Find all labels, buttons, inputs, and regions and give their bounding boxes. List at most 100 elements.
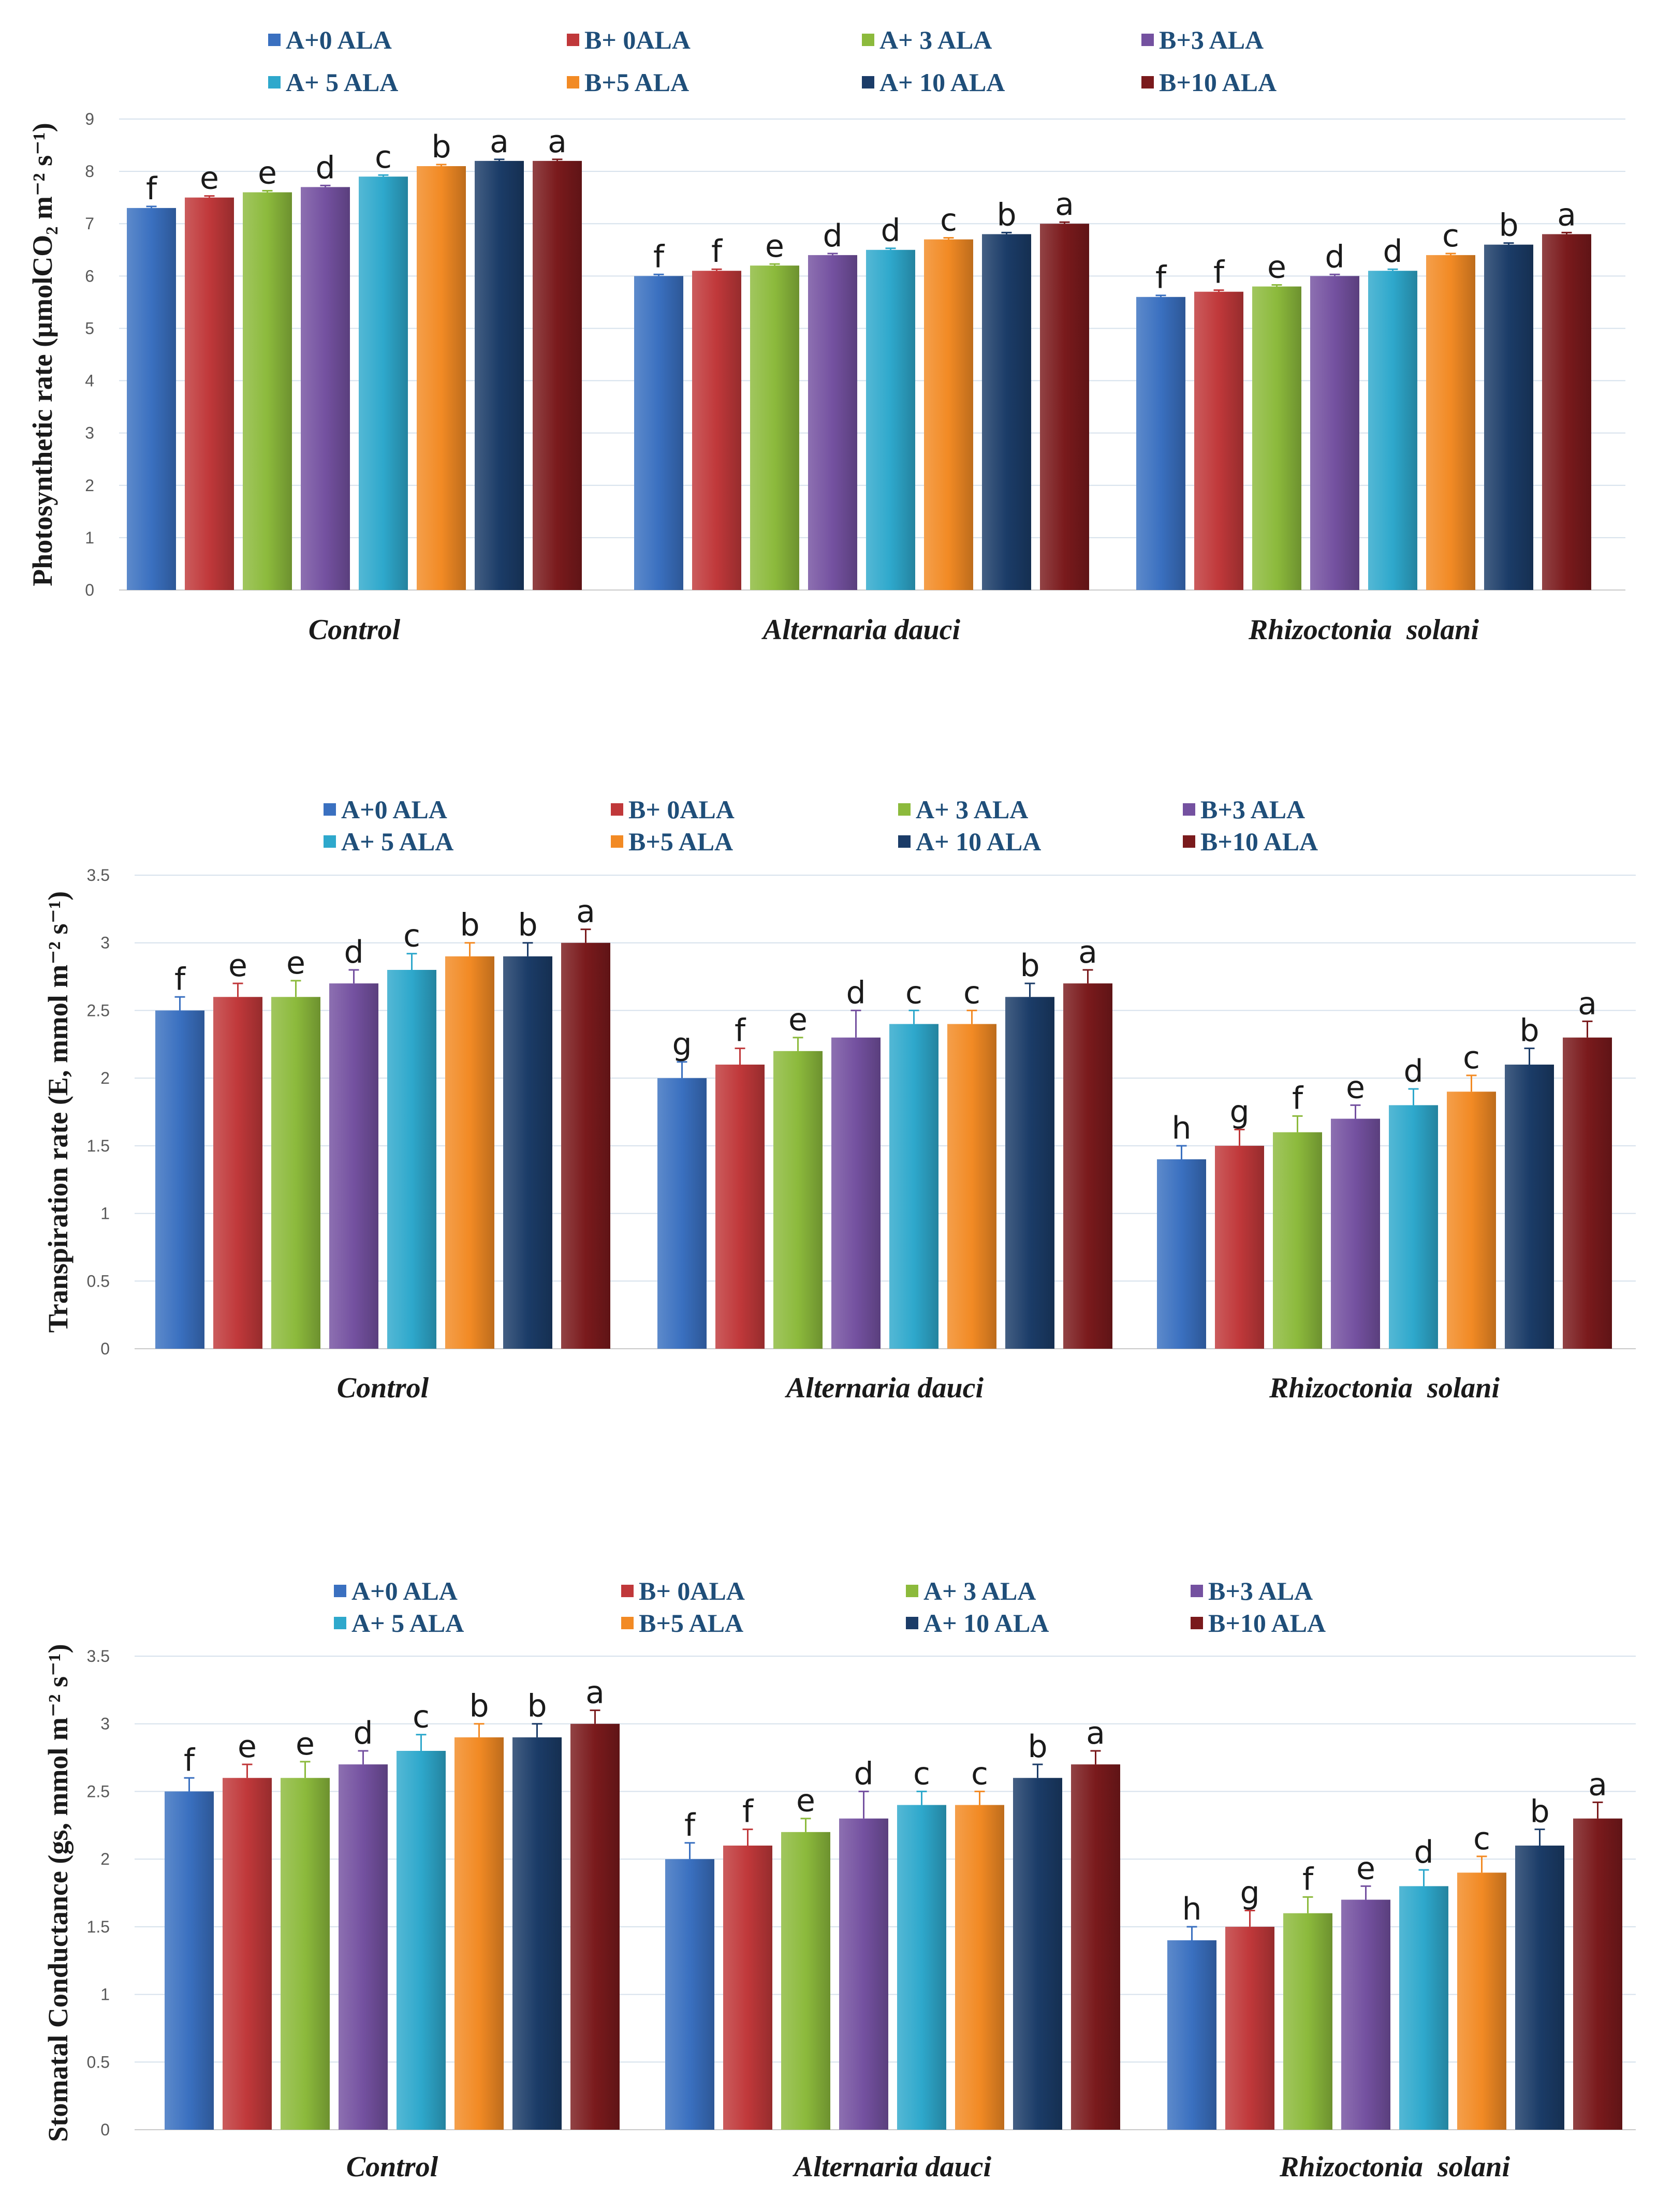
legend-swatch [1191,1617,1203,1629]
y-tick-label: 5 [85,319,94,337]
legend-item: B+10 ALA [1191,1608,1326,1638]
y-tick-label: 2.5 [87,1001,110,1020]
bar [1215,1145,1264,1349]
legend-item: A+ 10 ALA [862,67,1005,97]
bar [866,249,915,590]
legend-swatch [268,76,281,89]
significance-letter: e [296,1726,315,1762]
legend-label: A+ 10 ALA [916,827,1042,856]
bar [1005,997,1054,1349]
significance-letter: e [1267,249,1286,286]
bar [359,176,408,590]
bar [1157,1159,1206,1349]
y-axis-title: Transpiration rate (E, mmol m⁻² s⁻¹) [42,891,74,1333]
legend-item: A+ 3 ALA [862,25,992,55]
significance-letter: f [184,1742,196,1778]
bar [165,1791,214,2130]
bar [1573,1818,1622,2130]
significance-letter: f [174,961,186,997]
bar [692,271,741,590]
legend-label: B+5 ALA [639,1609,744,1638]
significance-letter: b [1028,1729,1047,1765]
significance-letter: d [1325,239,1344,275]
significance-letter: b [518,907,537,943]
significance-letter: a [490,124,509,160]
legend-item: B+5 ALA [611,827,733,857]
category-label: Rhizoctonia solani [1279,2151,1510,2183]
bar [1457,1872,1506,2130]
bar [773,1051,823,1349]
bar [397,1751,446,2130]
legend-label: B+5 ALA [628,827,734,856]
legend-item: B+3 ALA [1191,1576,1313,1606]
y-axis-title: Photosynthetic rate (µmolCO₂ m⁻² s⁻¹) [27,123,58,586]
legend-swatch [898,803,911,816]
bar [339,1764,388,2130]
legend-item: A+ 10 ALA [906,1608,1049,1638]
significance-letter: g [1229,1094,1249,1130]
significance-letter: f [742,1794,754,1830]
y-tick-label: 8 [85,162,94,181]
y-tick-label: 4 [85,372,94,390]
bar [781,1832,830,2130]
bar [715,1065,765,1349]
significance-letter: a [548,124,567,160]
legend-swatch [906,1585,918,1597]
significance-letter: d [1414,1834,1433,1870]
legend-label: A+ 10 ALA [923,1609,1049,1638]
legend-item: A+ 10 ALA [898,827,1041,857]
bar [1071,1764,1120,2130]
significance-letter: e [258,155,277,191]
legend-item: B+3 ALA [1183,794,1305,824]
legend-label: A+ 5 ALA [286,68,399,97]
significance-letter: c [1442,218,1459,254]
stomatal-conductance-panel: A+0 ALA B+ 0ALA A+ 3 ALA B+3 ALA A+ 5 AL… [0,1542,1672,2212]
significance-letter: h [1182,1891,1201,1927]
significance-letter: a [1086,1715,1105,1751]
legend-swatch [334,1617,346,1629]
y-tick-label: 1 [85,528,94,547]
legend-label: B+3 ALA [1159,25,1264,54]
legend-label: A+ 3 ALA [923,1576,1036,1605]
significance-letter: e [1356,1850,1375,1886]
significance-letter: d [315,150,335,186]
bar [1368,271,1417,590]
legend-label: B+ 0ALA [639,1576,745,1605]
legend-item: A+ 3 ALA [898,794,1028,824]
legend-item: A+ 3 ALA [906,1576,1036,1606]
y-tick-label: 1.5 [87,1918,110,1936]
bar [1167,1940,1216,2130]
significance-letter: c [971,1756,988,1792]
significance-letter: d [344,934,363,970]
legend-swatch [1141,34,1154,46]
significance-letter: e [1346,1069,1365,1105]
legend-label: A+ 3 ALA [879,25,992,54]
significance-letter: a [585,1675,605,1711]
y-tick-label: 0 [85,581,94,599]
significance-letter: a [576,894,595,930]
y-tick-label: 1 [100,1204,110,1223]
bar [185,197,234,591]
transpiration-rate-panel: A+0 ALA B+ 0ALA A+ 3 ALA B+3 ALA A+ 5 AL… [0,766,1672,1439]
legend-label: B+ 0ALA [584,25,691,54]
legend-label: A+0 ALA [351,1576,458,1605]
significance-letter: h [1171,1110,1191,1146]
y-tick-label: 0 [100,1339,110,1358]
bar [947,1024,996,1349]
legend-swatch [567,76,579,89]
bar [839,1818,888,2130]
bar [1252,286,1301,590]
category-label: Control [346,2151,438,2183]
significance-letter: c [905,975,922,1011]
significance-letter: b [1499,208,1518,244]
category-label: Rhizoctonia solani [1248,614,1479,646]
legend-label: B+10 ALA [1159,68,1277,97]
significance-letter: f [653,239,665,275]
significance-letter: e [788,1002,808,1038]
bar [281,1778,330,2130]
legend-item: A+0 ALA [324,794,447,824]
significance-letter: f [711,233,723,270]
bar [1426,255,1475,590]
category-label: Control [309,614,401,646]
legend-label: A+ 5 ALA [341,827,454,856]
